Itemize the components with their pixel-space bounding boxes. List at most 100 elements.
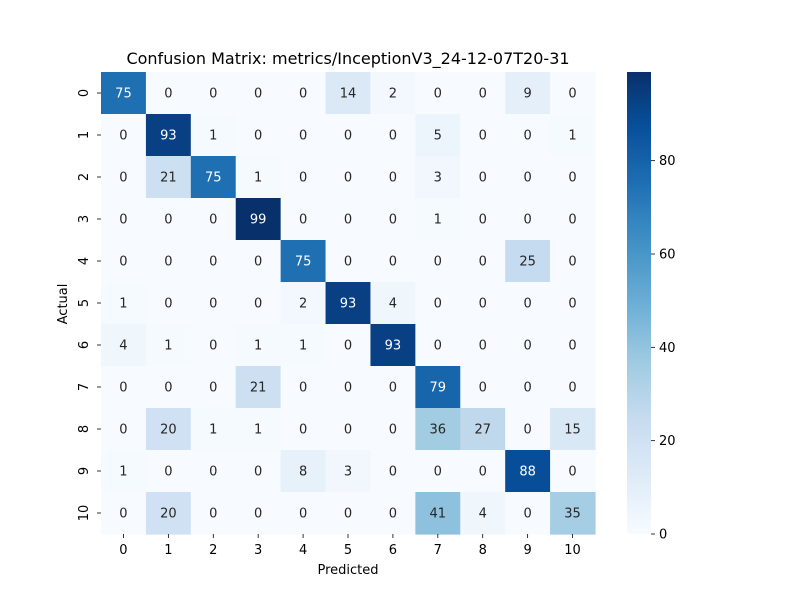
cell-value-label: 93 — [385, 339, 402, 354]
heatmap-cell-r8-c1 — [145, 408, 192, 451]
cell-value-label: 0 — [389, 171, 397, 186]
heatmap-cell-r10-c0 — [101, 492, 147, 535]
heatmap-cell-r10-c1 — [145, 492, 192, 535]
heatmap-cell-r9-c4 — [280, 450, 327, 493]
cell-value-label: 0 — [254, 465, 262, 480]
heatmap-cell-labels: 75 0 0 0 0 14 2 0 0 9 00 93 1 0 0 0 0 5 0 0 10 21 75 1 0 0 0 3 0 0 00 0… — [115, 87, 581, 522]
heatmap-cell-r3-c3 — [235, 198, 282, 241]
heatmap-cell-r5-c5 — [325, 282, 372, 325]
cell-value-label: 8 — [299, 465, 307, 480]
y-tick-label: 5 — [77, 299, 92, 307]
cell-value-label: 93 — [340, 297, 357, 312]
cell-value-label: 0 — [344, 381, 352, 396]
heatmap-cell-r9-c0 — [101, 450, 147, 493]
heatmap-cell-r8-c5 — [325, 408, 372, 451]
heatmap-cell-r2-c6 — [370, 156, 416, 199]
y-tick-label: 6 — [77, 341, 92, 349]
cell-value-label: 0 — [568, 381, 576, 396]
cell-value-label: 0 — [434, 87, 442, 102]
cell-value-label: 0 — [568, 297, 576, 312]
heatmap-cell-r7-c3 — [235, 366, 282, 409]
cell-value-label: 2 — [389, 87, 397, 102]
heatmap-cell-r1-c0 — [101, 114, 147, 157]
heatmap-cell-r6-c10 — [550, 324, 596, 367]
y-axis-label: Actual — [56, 284, 71, 325]
cell-value-label: 0 — [344, 255, 352, 270]
cell-value-label: 88 — [519, 465, 536, 480]
cell-value-label: 0 — [164, 381, 172, 396]
cell-value-label: 0 — [479, 129, 487, 144]
cell-value-label: 0 — [344, 129, 352, 144]
colorbar-tick-label: 60 — [659, 248, 676, 263]
heatmap-cell-r0-c2 — [190, 72, 237, 115]
heatmap-cell-r4-c6 — [370, 240, 416, 283]
cell-value-label: 0 — [299, 423, 307, 438]
colorbar: 0 20 40 60 80 — [627, 72, 676, 543]
x-axis: 0 1 2 3 4 5 6 7 8 9 10 — [119, 534, 581, 558]
cell-value-label: 0 — [164, 213, 172, 228]
cell-value-label: 0 — [209, 87, 217, 102]
cell-value-label: 0 — [523, 381, 531, 396]
cell-value-label: 0 — [479, 213, 487, 228]
heatmap-cell-r4-c1 — [145, 240, 192, 283]
heatmap-cell-r3-c4 — [280, 198, 327, 241]
cell-value-label: 0 — [389, 213, 397, 228]
cell-value-label: 25 — [519, 255, 536, 270]
cell-value-label: 0 — [434, 339, 442, 354]
heatmap-cell-r2-c9 — [505, 156, 551, 199]
heatmap-cell-r5-c6 — [370, 282, 416, 325]
cell-value-label: 0 — [479, 87, 487, 102]
cell-value-label: 0 — [523, 423, 531, 438]
heatmap-cell-r4-c9 — [505, 240, 551, 283]
heatmap-cell-r7-c0 — [101, 366, 147, 409]
cell-value-label: 2 — [299, 297, 307, 312]
cell-value-label: 0 — [389, 465, 397, 480]
heatmap-cell-r4-c0 — [101, 240, 147, 283]
heatmap-cell-r2-c0 — [101, 156, 147, 199]
cell-value-label: 4 — [119, 339, 127, 354]
heatmap-cell-r6-c3 — [235, 324, 282, 367]
heatmap-cell-r10-c10 — [550, 492, 596, 535]
cell-value-label: 0 — [568, 213, 576, 228]
heatmap-cell-r5-c2 — [190, 282, 237, 325]
heatmap-cell-r0-c5 — [325, 72, 372, 115]
heatmap-cell-r6-c6 — [370, 324, 416, 367]
heatmap-cell-r8-c9 — [505, 408, 551, 451]
y-tick-label: 1 — [77, 131, 92, 139]
cell-value-label: 0 — [164, 297, 172, 312]
cell-value-label: 0 — [209, 255, 217, 270]
cell-value-label: 0 — [209, 381, 217, 396]
heatmap-cell-r10-c3 — [235, 492, 282, 535]
cell-value-label: 1 — [254, 171, 262, 186]
cell-value-label: 0 — [523, 171, 531, 186]
colorbar-tick-label: 40 — [659, 341, 676, 356]
heatmap-cell-r10-c9 — [505, 492, 551, 535]
cell-value-label: 0 — [299, 507, 307, 522]
cell-value-label: 20 — [160, 507, 177, 522]
heatmap-cell-r5-c8 — [460, 282, 506, 325]
cell-value-label: 1 — [434, 213, 442, 228]
heatmap-cell-r0-c6 — [370, 72, 416, 115]
heatmap-cell-r2-c8 — [460, 156, 506, 199]
heatmap-cell-r6-c8 — [460, 324, 506, 367]
colorbar-gradient — [627, 72, 651, 534]
heatmap-cell-r3-c2 — [190, 198, 237, 241]
heatmap-cell-r5-c9 — [505, 282, 551, 325]
heatmap-cell-r6-c7 — [415, 324, 461, 367]
heatmap-cell-r0-c0 — [101, 72, 147, 115]
y-tick-label: 9 — [77, 467, 92, 475]
heatmap-cell-r0-c8 — [460, 72, 506, 115]
heatmap-cell-r4-c5 — [325, 240, 372, 283]
heatmap-cell-r2-c1 — [145, 156, 192, 199]
heatmap-cell-r0-c1 — [145, 72, 192, 115]
heatmap-cell-r1-c7 — [415, 114, 461, 157]
heatmap-cell-r10-c2 — [190, 492, 237, 535]
cell-value-label: 0 — [434, 465, 442, 480]
cell-value-label: 0 — [389, 129, 397, 144]
cell-value-label: 75 — [205, 171, 222, 186]
x-axis-label: Predicted — [317, 563, 378, 578]
heatmap-cell-r7-c7 — [415, 366, 461, 409]
heatmap-cell-r0-c4 — [280, 72, 327, 115]
heatmap-cell-r1-c8 — [460, 114, 506, 157]
